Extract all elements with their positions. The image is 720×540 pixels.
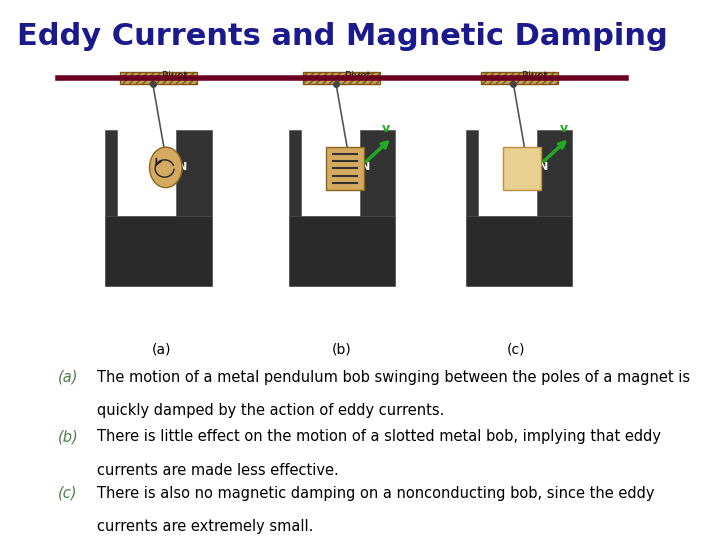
FancyBboxPatch shape [537, 130, 572, 216]
FancyBboxPatch shape [120, 72, 197, 84]
Text: Pivot: Pivot [345, 71, 371, 82]
Text: Pivot: Pivot [161, 71, 187, 82]
FancyBboxPatch shape [106, 130, 117, 216]
FancyBboxPatch shape [176, 130, 212, 216]
FancyBboxPatch shape [106, 216, 212, 286]
Text: (b): (b) [332, 343, 352, 357]
Text: There is little effect on the motion of a slotted metal bob, implying that eddy: There is little effect on the motion of … [96, 429, 661, 444]
FancyBboxPatch shape [481, 72, 558, 84]
Text: N: N [539, 163, 548, 172]
FancyBboxPatch shape [289, 216, 395, 286]
Text: N: N [178, 163, 187, 172]
Text: v: v [559, 122, 567, 136]
Text: (c): (c) [507, 343, 526, 357]
Text: (b): (b) [58, 429, 79, 444]
Text: The motion of a metal pendulum bob swinging between the poles of a magnet is: The motion of a metal pendulum bob swing… [96, 370, 690, 385]
Text: Pivot: Pivot [522, 71, 548, 82]
FancyBboxPatch shape [360, 130, 395, 216]
FancyBboxPatch shape [304, 72, 380, 84]
Text: Eddy Currents and Magnetic Damping: Eddy Currents and Magnetic Damping [17, 22, 667, 51]
Text: There is also no magnetic damping on a nonconducting bob, since the eddy: There is also no magnetic damping on a n… [96, 486, 654, 501]
Text: (c): (c) [58, 486, 78, 501]
Text: (a): (a) [58, 370, 78, 385]
FancyBboxPatch shape [466, 216, 572, 286]
FancyBboxPatch shape [466, 130, 478, 216]
Text: N: N [361, 163, 371, 172]
Text: (a): (a) [152, 343, 171, 357]
FancyBboxPatch shape [503, 147, 541, 190]
Text: S: S [495, 163, 503, 172]
Text: currents are made less effective.: currents are made less effective. [96, 463, 338, 478]
Ellipse shape [150, 147, 182, 188]
Text: S: S [318, 163, 326, 172]
FancyBboxPatch shape [326, 147, 364, 190]
Text: quickly damped by the action of eddy currents.: quickly damped by the action of eddy cur… [96, 403, 444, 418]
Text: S: S [135, 163, 143, 172]
FancyBboxPatch shape [289, 130, 300, 216]
Text: v: v [382, 122, 390, 136]
Text: currents are extremely small.: currents are extremely small. [96, 519, 313, 535]
